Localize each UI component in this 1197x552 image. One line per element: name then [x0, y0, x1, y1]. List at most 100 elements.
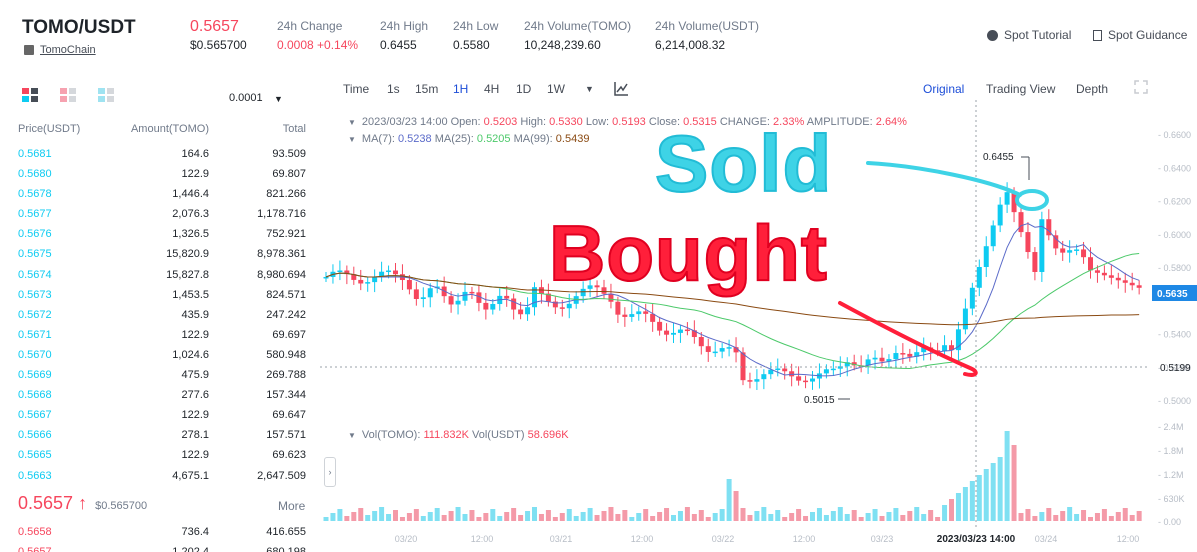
volume-bar [1039, 512, 1045, 521]
spot-tutorial-button[interactable]: Spot Tutorial [987, 28, 1071, 42]
candle-body [691, 330, 697, 338]
orderbook-row[interactable]: 0.5670 1,024.6 580.948 [18, 347, 306, 367]
volume-bar [532, 507, 537, 521]
orderbook-row[interactable]: 0.5676 1,326.5 752.921 [18, 226, 306, 246]
volume-bar [955, 493, 961, 521]
chevron-down-icon[interactable]: ▼ [274, 94, 283, 104]
volume-bar [504, 512, 510, 521]
row-price: 0.5671 [18, 328, 52, 341]
candle-body [483, 302, 489, 310]
volume-bar [1018, 513, 1024, 521]
tab-1h[interactable]: 1H [453, 82, 469, 96]
volume-bar [761, 507, 767, 521]
orderbook-row[interactable]: 0.5672 435.9 247.242 [18, 307, 306, 327]
time-axis-label: 12:00 [471, 534, 494, 544]
orderbook-bids-view-icon[interactable] [98, 88, 114, 102]
candle-body [1101, 272, 1107, 276]
tab-time[interactable]: Time [343, 82, 370, 96]
spot-guidance-button[interactable]: Spot Guidance [1093, 28, 1187, 42]
candle-body [810, 378, 815, 382]
candle-body [1018, 212, 1024, 233]
orderbook-row[interactable]: 0.5665 122.9 69.623 [18, 447, 306, 467]
order-book: 0.0001 ▼ Price(USDT) Amount(TOMO) Total … [0, 80, 318, 552]
row-price: 0.5680 [18, 168, 52, 181]
orderbook-row[interactable]: 0.5681 164.6 93.509 [18, 146, 306, 166]
stat-value: 0.6455 [380, 38, 417, 52]
tab-15m[interactable]: 15m [415, 82, 439, 96]
row-amount: 164.6 [181, 148, 209, 160]
orderbook-asks-view-icon[interactable] [60, 88, 76, 102]
stat-24h-low: 24h Low 0.5580 [453, 19, 498, 52]
candle-body [455, 300, 461, 305]
view-original[interactable]: Original [923, 82, 965, 96]
candle-body [830, 368, 836, 371]
candle-body [789, 371, 795, 377]
row-price: 0.5675 [18, 248, 52, 261]
orderbook-row[interactable]: 0.5669 475.9 269.788 [18, 367, 306, 387]
volume-bar [872, 509, 878, 521]
row-price: 0.5657 [18, 546, 52, 552]
candlestick-chart[interactable]: - 0.6600 - 0.6400 - 0.6200 - 0.6000 - 0.5800… [320, 100, 1197, 552]
price-axis-label: - 0.6000 [1158, 230, 1191, 240]
row-amount: 2,076.3 [172, 208, 209, 221]
volume-bar [1046, 508, 1052, 521]
row-amount: 1,024.6 [172, 348, 209, 361]
tick-size-select[interactable]: 0.0001 [229, 92, 263, 104]
orderbook-both-view-icon[interactable] [22, 88, 38, 102]
candle-body [337, 270, 343, 272]
orderbook-row[interactable]: 0.5666 278.1 157.571 [18, 427, 306, 447]
candle-body [427, 288, 433, 298]
more-link[interactable]: More [278, 499, 306, 513]
time-axis-label: 03/20 [395, 534, 418, 544]
ma7-line [325, 222, 1140, 377]
orderbook-row[interactable]: 0.5668 277.6 157.344 [18, 387, 306, 407]
orderbook-row[interactable]: 0.5678 1,446.4 821.266 [18, 186, 306, 206]
orderbook-row[interactable]: 0.5675 15,820.9 8,978.361 [18, 246, 306, 266]
sold-circle-mark [1015, 189, 1049, 211]
orderbook-row[interactable]: 0.5671 122.9 69.697 [18, 327, 306, 347]
orderbook-row[interactable]: 0.5663 4,675.1 2,647.509 [18, 468, 306, 488]
row-amount: 435.9 [181, 308, 209, 321]
indicator-icon[interactable] [614, 81, 629, 99]
row-amount: 4,675.1 [172, 469, 209, 482]
fullscreen-icon[interactable] [1134, 80, 1148, 97]
price-axis-label: - 0.6200 [1158, 197, 1191, 207]
chevron-right-icon[interactable]: › [324, 457, 336, 487]
row-total: 93.509 [272, 148, 306, 160]
volume-bar [497, 516, 503, 521]
orderbook-row[interactable]: 0.5667 122.9 69.647 [18, 407, 306, 427]
view-trading-view[interactable]: Trading View [986, 82, 1056, 96]
project-link[interactable]: TomoChain [40, 44, 96, 56]
orderbook-row[interactable]: 0.5673 1,453.5 824.571 [18, 287, 306, 307]
row-price: 0.5667 [18, 409, 52, 422]
candle-body [559, 307, 565, 309]
tab-1s[interactable]: 1s [387, 82, 400, 96]
volume-bar [983, 469, 989, 521]
stat-label: 24h Change [277, 19, 343, 33]
row-total: 69.647 [272, 409, 306, 422]
stat-24h-volume-tomo: 24h Volume(TOMO) 10,248,239.60 [524, 19, 631, 52]
volume-bar [399, 517, 405, 521]
tab-4h[interactable]: 4H [484, 82, 500, 96]
orderbook-row[interactable]: 0.5677 2,076.3 1,178.716 [18, 206, 306, 226]
row-amount: 122.9 [181, 409, 209, 422]
orderbook-row[interactable]: 0.5658 736.4 416.655 [18, 524, 306, 544]
market-header: TOMO/USDT TomoChain 0.5657 $0.565700 24h… [0, 0, 1197, 66]
orderbook-row[interactable]: 0.5680 122.9 69.807 [18, 166, 306, 186]
crosshair-time-tag [928, 530, 1026, 546]
volume-bar [858, 517, 864, 521]
volume-bar [942, 505, 948, 521]
volume-bar [775, 510, 781, 521]
orderbook-row[interactable]: 0.5657 1,202.4 680.198 [18, 544, 306, 552]
volume-bar [782, 517, 788, 521]
volume-bar [698, 510, 704, 521]
tab-1w[interactable]: 1W [547, 82, 565, 96]
view-depth[interactable]: Depth [1076, 82, 1109, 96]
arrow-up-icon: ↑ [78, 493, 88, 513]
tab-1d[interactable]: 1D [516, 82, 532, 96]
volume-bar [1129, 515, 1135, 521]
candle-body [518, 309, 524, 315]
volume-bar [566, 509, 572, 521]
orderbook-row[interactable]: 0.5674 15,827.8 8,980.694 [18, 267, 306, 287]
chevron-down-icon[interactable]: ▼ [585, 84, 594, 94]
